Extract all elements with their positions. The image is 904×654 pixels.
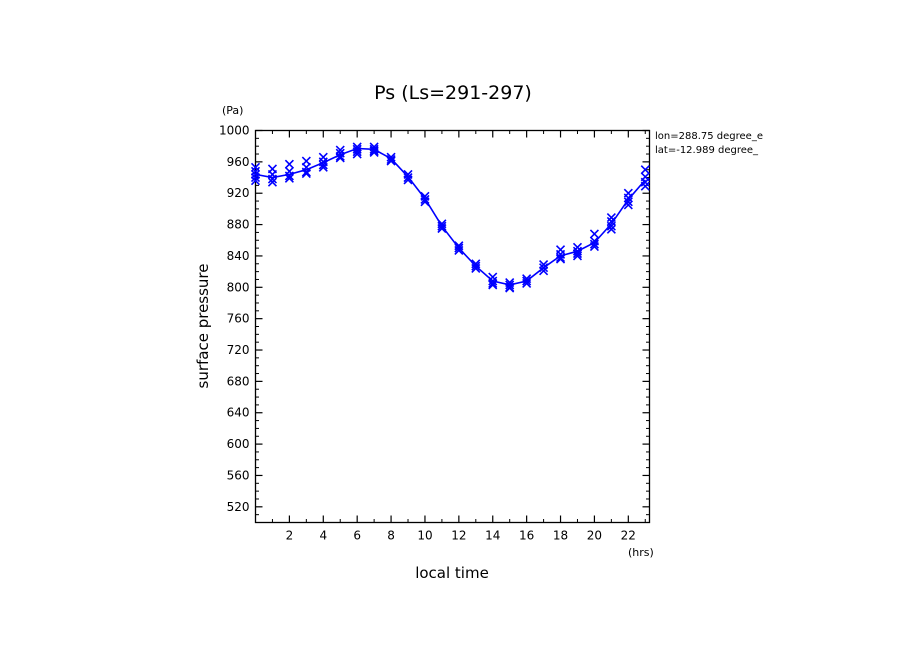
data-point-marker [640,165,650,175]
data-point-marker [335,151,345,161]
data-point-marker [606,221,616,231]
data-point-marker [369,144,379,154]
x-tick-label: 8 [387,529,395,543]
y-tick-label: 520 [227,500,250,514]
data-point-marker [284,173,294,183]
data-point-marker [386,152,396,162]
data-point-marker [623,200,633,210]
data-point-marker [369,146,379,156]
data-point-marker [369,147,379,158]
mean-pressure-line [255,147,646,286]
lat-annotation: lat=-12.989 degree_ [655,145,759,156]
y-tick-label: 640 [227,406,250,420]
x-tick-label: 6 [353,529,361,543]
data-point-marker [572,249,583,259]
data-point-marker [267,174,278,184]
chart-title: Ps (Ls=291-297) [374,82,532,104]
data-point-marker [352,147,362,157]
axis-ticks: 520 560 600 640 680 720 760 800 840 880 920 960 1000… [219,124,650,543]
y-tick-label: 880 [227,218,250,232]
y-tick-label: 560 [227,468,250,482]
data-point-marker [640,177,650,187]
data-point-marker [505,283,515,293]
x-tick-label: 10 [417,529,432,543]
data-point-marker [488,278,498,288]
y-tick-label: 760 [227,312,250,326]
data-point-marker [471,261,481,271]
data-point-marker [589,241,599,252]
data-point-marker [505,280,515,290]
data-point-marker [318,160,328,170]
y-axis-unit: (Pa) [222,104,243,117]
data-point-marker [488,276,498,286]
data-point-marker [555,252,566,263]
y-tick-label: 1000 [219,124,250,138]
data-point-marker [539,263,549,273]
data-point-marker [250,172,261,183]
x-tick-label: 14 [485,529,500,543]
data-point-marker [250,162,261,172]
data-point-marker [623,193,633,203]
data-point-marker [267,177,278,187]
data-point-marker [386,156,396,166]
data-point-marker [437,223,447,234]
data-point-marker [437,221,447,231]
data-point-marker [301,167,311,177]
data-point-marker [640,181,650,191]
x-tick-label: 16 [519,529,534,543]
y-tick-label: 920 [227,186,250,200]
y-tick-label: 720 [227,343,250,357]
data-point-marker [335,153,345,163]
data-point-marker [623,197,633,207]
x-axis-label: local time [415,564,489,582]
data-point-marker [250,176,261,186]
x-tick-label: 22 [621,529,636,543]
data-point-marker [403,172,413,183]
data-point-marker [539,266,549,276]
data-point-marker [454,243,464,253]
data-point-marker [589,239,599,249]
y-tick-label: 600 [227,437,250,451]
data-point-marker [386,154,396,165]
x-tick-label: 2 [286,529,294,543]
data-point-marker [284,171,294,181]
data-point-marker [420,197,430,207]
plot-frame [254,129,651,524]
data-point-marker [301,169,311,179]
y-tick-label: 960 [227,155,250,169]
x-tick-label: 18 [553,529,568,543]
data-point-marker [522,276,532,286]
data-point-marker [555,254,566,264]
data-point-marker [589,229,599,239]
x-axis-unit: (hrs) [628,546,654,559]
data-point-marker [284,159,294,169]
data-point-marker [471,263,481,274]
data-point-marker [572,251,583,261]
x-tick-label: 12 [451,529,466,543]
x-tick-label: 20 [587,529,602,543]
data-point-marker [488,280,498,290]
x-tick-label: 4 [319,529,327,543]
y-axis-label: surface pressure [194,264,212,389]
lon-annotation: lon=288.75 degree_e [655,131,763,142]
data-point-marker [403,175,413,185]
series-layer [250,142,650,293]
data-point-marker [318,162,328,172]
data-point-marker [352,149,362,159]
y-tick-label: 680 [227,374,250,388]
data-point-marker [606,212,616,223]
data-point-marker [522,278,532,288]
data-point-marker [606,224,616,234]
y-tick-label: 840 [227,249,250,263]
data-point-marker [420,194,430,205]
y-tick-label: 800 [227,280,250,294]
data-point-marker [454,245,464,256]
